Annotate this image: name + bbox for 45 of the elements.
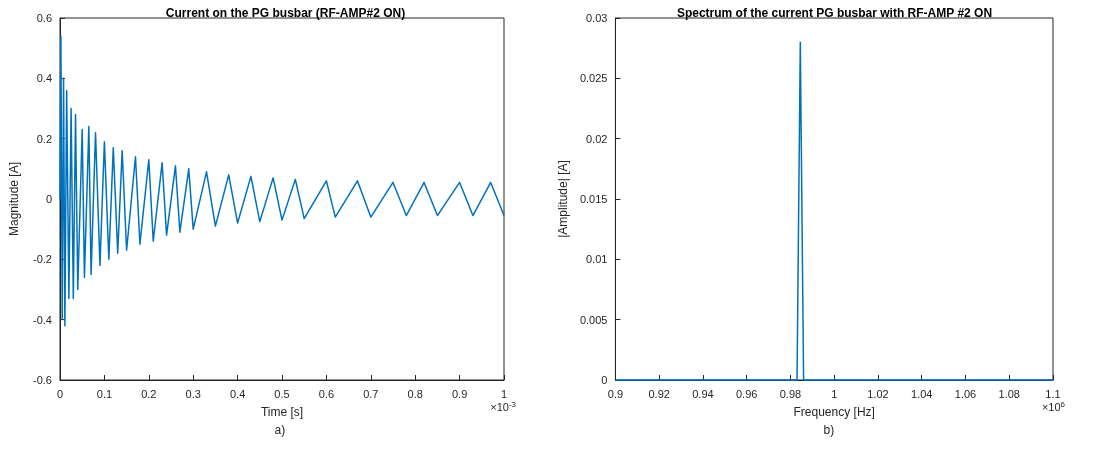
y-tick-label: 0.02 (586, 132, 608, 145)
y-tick-label: 0.025 (579, 72, 608, 85)
x-tick-label: 0.94 (692, 387, 714, 400)
y-tick-label: 0 (601, 374, 608, 386)
x-tick-label: 1 (500, 387, 508, 400)
y-tick-label: -0.6 (33, 374, 52, 386)
x-tick-label: 0.98 (779, 387, 802, 400)
line-series (59, 35, 505, 327)
chart-title: Spectrum of the current PG busbar with RF-AMP #2 ON (676, 6, 993, 20)
y-tick-label: 0.005 (579, 313, 608, 326)
y-tick-label: -0.2 (33, 253, 52, 266)
x-tick-label: 0.9 (607, 387, 624, 400)
y-tick-label: 0 (45, 193, 52, 205)
x-tick-label: 1 (831, 387, 838, 400)
x-tick-label: 0.3 (185, 387, 201, 400)
x-axis-title: Frequency [Hz] (793, 405, 875, 419)
text: a) (274, 423, 286, 437)
y-tick-label: 0.03 (586, 12, 608, 24)
y-tick-label: 0.6 (36, 12, 52, 24)
x-tick-label: 0.5 (274, 387, 290, 400)
x-tick-label: 1.04 (911, 387, 933, 400)
x-tick-label: 0.4 (229, 387, 246, 400)
x-tick-label: 0.92 (648, 387, 670, 400)
x-tick-label: 0.9 (451, 387, 468, 400)
x-axis-title: Time [s] (260, 405, 304, 419)
y-tick-label: -0.4 (33, 313, 52, 326)
x-tick-label: 0.96 (735, 387, 758, 400)
x-tick-label: 1.08 (998, 387, 1020, 400)
x-tick-label: 0.7 (363, 387, 379, 400)
x-tick-label: 1.1 (1045, 387, 1061, 400)
x-tick-label: 0.1 (96, 387, 113, 400)
x-tick-label: 0.2 (141, 387, 157, 400)
x-tick-label: 1.06 (954, 387, 977, 400)
y-axis-title: Magnitude [A] (7, 161, 21, 237)
y-tick-label: 0.4 (36, 72, 52, 85)
y-axis-title: |Amplitude| [A] (556, 160, 570, 238)
y-tick-label: 0.015 (579, 193, 608, 205)
text: b) (823, 423, 835, 437)
y-tick-label: 0.01 (586, 253, 608, 266)
x-tick-label: 0.6 (318, 387, 335, 400)
x-tick-label: 1.02 (867, 387, 889, 400)
chart-title: Current on the PG busbar (RF-AMP#2 ON) (165, 6, 406, 20)
x-tick-label: 0 (56, 387, 64, 400)
x-tick-label: 0.8 (407, 387, 423, 400)
y-tick-label: 0.2 (36, 132, 52, 145)
